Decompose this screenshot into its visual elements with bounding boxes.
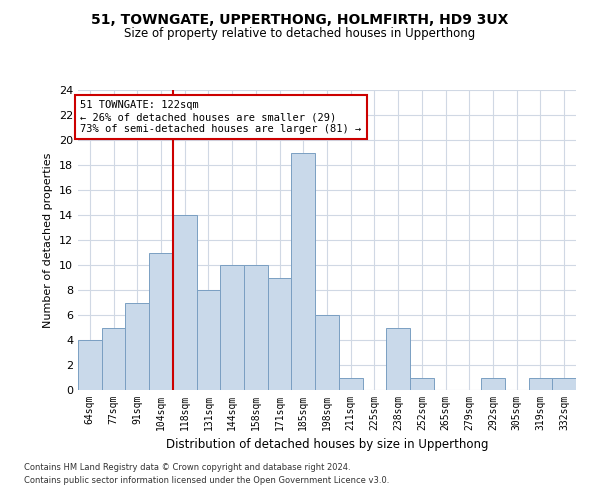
Text: 51, TOWNGATE, UPPERTHONG, HOLMFIRTH, HD9 3UX: 51, TOWNGATE, UPPERTHONG, HOLMFIRTH, HD9… xyxy=(91,12,509,26)
Bar xyxy=(315,315,339,390)
Bar xyxy=(410,378,434,390)
Bar xyxy=(386,328,410,390)
Y-axis label: Number of detached properties: Number of detached properties xyxy=(43,152,53,328)
Bar xyxy=(78,340,102,390)
Bar xyxy=(173,215,197,390)
X-axis label: Distribution of detached houses by size in Upperthong: Distribution of detached houses by size … xyxy=(166,438,488,452)
Bar xyxy=(149,252,173,390)
Bar xyxy=(102,328,125,390)
Bar xyxy=(552,378,576,390)
Bar xyxy=(244,265,268,390)
Bar xyxy=(125,302,149,390)
Bar xyxy=(481,378,505,390)
Bar xyxy=(268,278,292,390)
Text: Contains public sector information licensed under the Open Government Licence v3: Contains public sector information licen… xyxy=(24,476,389,485)
Bar xyxy=(197,290,220,390)
Text: Contains HM Land Registry data © Crown copyright and database right 2024.: Contains HM Land Registry data © Crown c… xyxy=(24,464,350,472)
Bar xyxy=(339,378,362,390)
Bar xyxy=(529,378,552,390)
Bar xyxy=(292,152,315,390)
Bar xyxy=(220,265,244,390)
Text: 51 TOWNGATE: 122sqm
← 26% of detached houses are smaller (29)
73% of semi-detach: 51 TOWNGATE: 122sqm ← 26% of detached ho… xyxy=(80,100,362,134)
Text: Size of property relative to detached houses in Upperthong: Size of property relative to detached ho… xyxy=(124,28,476,40)
